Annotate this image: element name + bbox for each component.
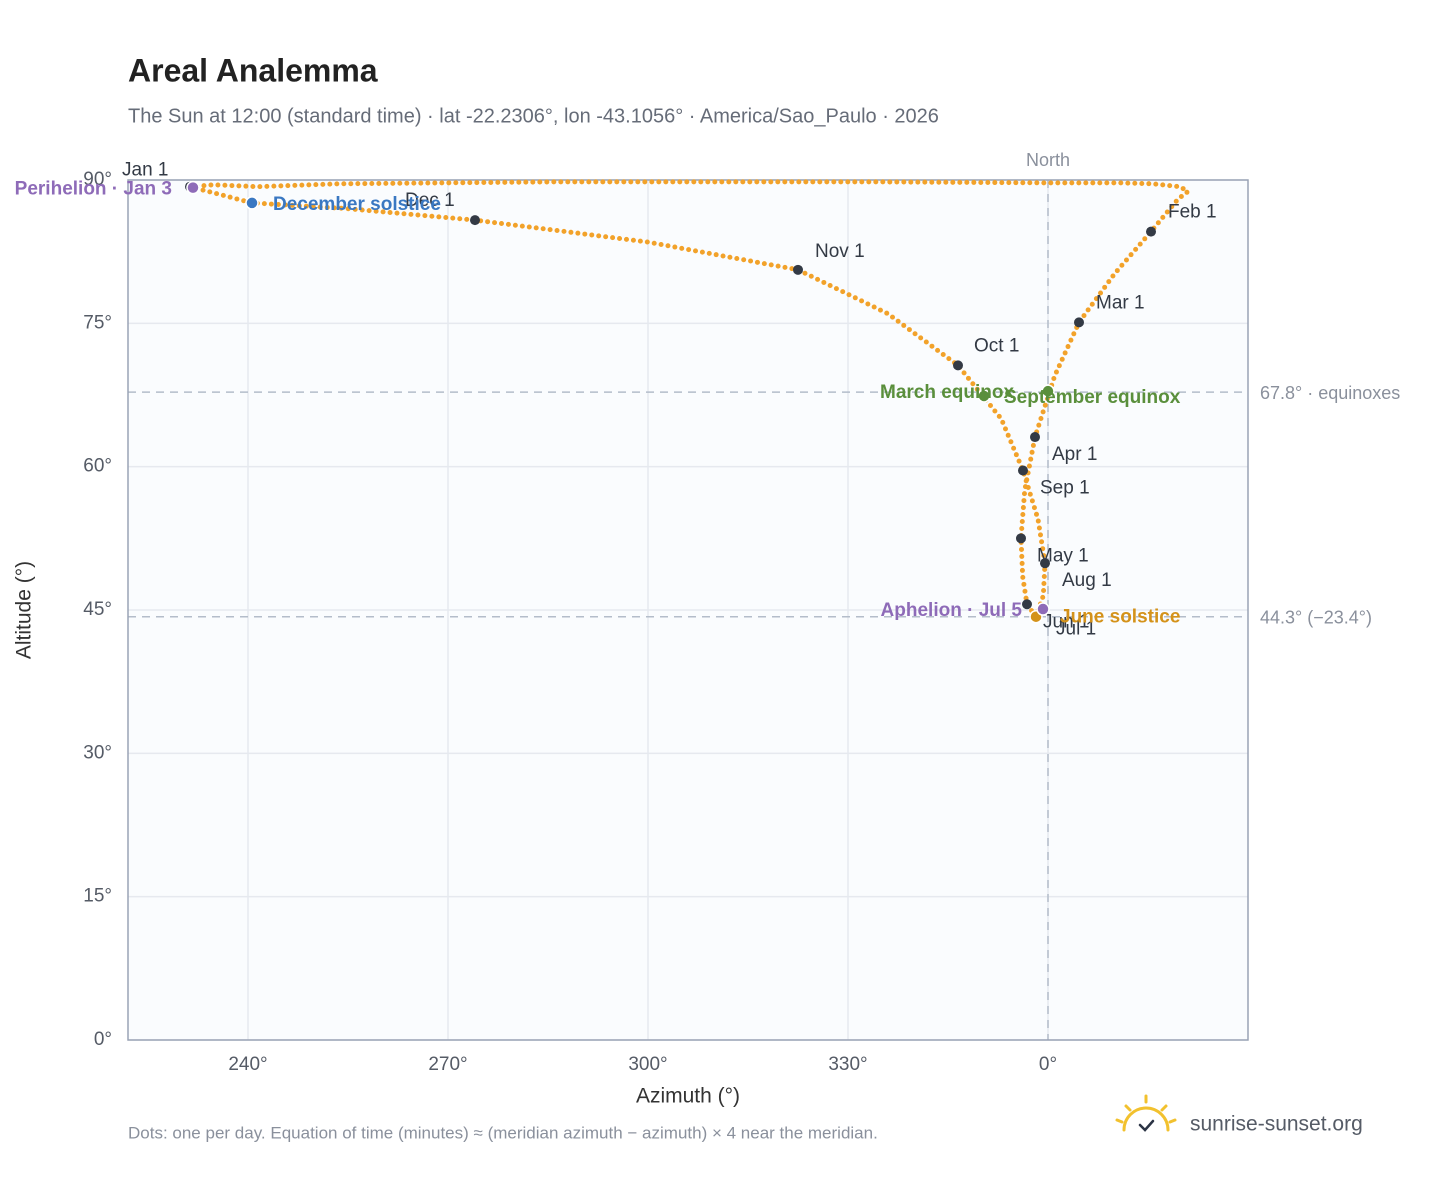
x-tick-label: 330° [828,1054,867,1075]
x-tick-label: 270° [428,1054,467,1075]
y-tick-label: 15° [83,886,112,907]
month-label: May 1 [1037,545,1089,566]
marker [1041,384,1055,398]
y-tick-label: 45° [83,599,112,620]
y-tick-label: 0° [94,1029,112,1050]
month-label: Feb 1 [1168,202,1217,223]
marker [1030,432,1040,443]
marker [1074,317,1084,328]
marker [470,215,480,226]
y-tick-label: 90° [83,169,112,190]
event-label: September equinox [1004,387,1181,408]
event-label: Aphelion · Jul 5 [881,600,1023,621]
x-axis-label: Azimuth (°) [636,1085,740,1108]
y-tick-label: 30° [83,742,112,763]
marker [1016,533,1026,544]
x-tick-label: 300° [628,1054,667,1075]
month-label: Mar 1 [1096,292,1145,313]
analemma [187,179,1193,623]
event-label: December solstice [273,194,441,215]
chart-subtitle: The Sun at 12:00 (standard time) · lat -… [128,105,939,127]
marker [1036,602,1050,616]
y-tick-label: 75° [83,312,112,333]
marker [1146,226,1156,237]
analemma-path [187,179,1193,623]
month-label: Dec 1 [405,190,455,211]
event-label: March equinox [880,382,1015,403]
marker [953,360,963,371]
reference-label: 67.8° · equinoxes [1260,383,1400,403]
month-label: Nov 1 [815,241,865,262]
event-label: June solstice [1060,607,1180,628]
marker [1022,599,1032,610]
marker [793,264,803,275]
month-label: Apr 1 [1052,444,1097,465]
marker [977,389,991,403]
chart-title: Areal Analemma [128,52,378,88]
marker [186,180,200,195]
y-tick-label: 60° [83,456,112,477]
marker [245,196,259,210]
brand: sunrise-sunset.org [1190,1113,1363,1136]
x-tick-label: 0° [1039,1054,1057,1075]
marker [1018,465,1028,476]
marker [1040,558,1050,569]
x-tick-label: 240° [228,1054,267,1075]
month-label: Aug 1 [1062,570,1112,591]
month-label: Oct 1 [974,335,1019,356]
brand-logo [1115,1094,1177,1132]
month-label: Sep 1 [1040,478,1090,499]
month-label: Jun 1 [1043,611,1089,632]
event-label: Perihelion · Jan 3 [15,179,172,200]
reference-label: 44.3° (−23.4°) [1260,607,1372,627]
month-label: Jul 1 [1056,619,1096,640]
reference-label: North [1026,150,1070,170]
y-axis-label: Altitude (°) [13,561,36,659]
month-label: Jan 1 [122,160,168,181]
footnote: Dots: one per day. Equation of time (min… [128,1123,878,1142]
